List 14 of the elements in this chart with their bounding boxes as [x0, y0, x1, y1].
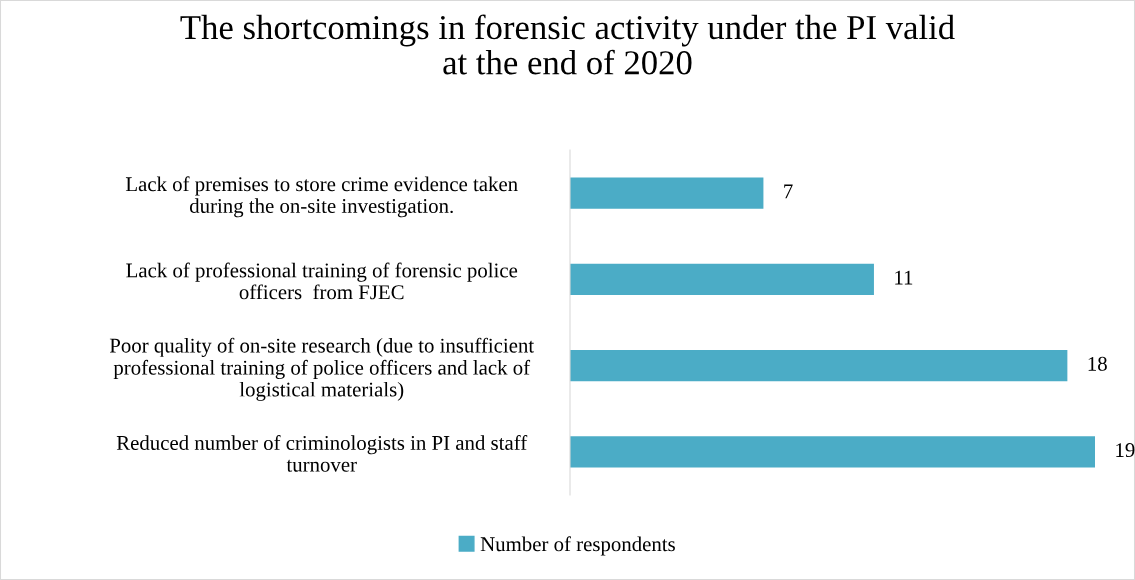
data-label: 18 [1088, 356, 1107, 371]
y-tick-label: Lack of premises to store crime evidence taken during the on-site investigation. [125, 176, 518, 218]
y-tick-label: Lack of professional training of forensic police officers from FJEC [126, 262, 518, 300]
bar [570, 263, 874, 295]
data-label: 7 [784, 184, 793, 199]
bar [570, 350, 1068, 382]
y-tick-label: Reduced number of criminologists in PI and staff turnover [116, 435, 528, 472]
data-label: 11 [895, 270, 913, 285]
chart-title: The shortcomings in forensic activity under the PI valid at the end of 2020 [180, 14, 955, 75]
data-label: 19 [1116, 443, 1135, 458]
y-tick-label: Poor quality of on-site research (due to insufficient professional training of police officers and lack of logistical materials) [109, 337, 535, 401]
legend-label: Number of respondents [480, 536, 675, 556]
bar [570, 436, 1095, 468]
bar [570, 177, 764, 209]
